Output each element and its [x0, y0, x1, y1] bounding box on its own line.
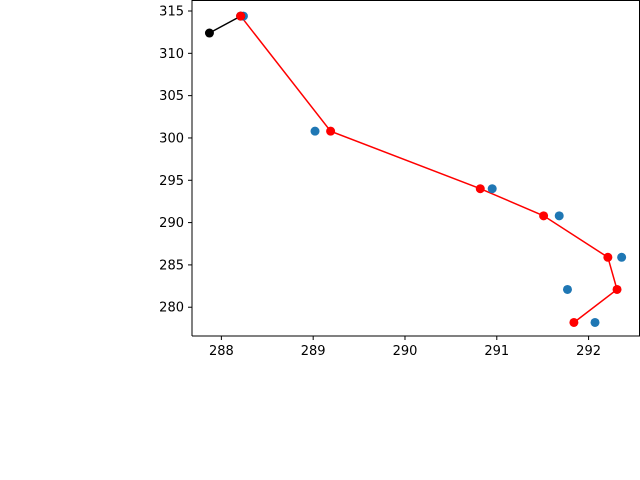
y-tick-label: 290: [159, 216, 184, 231]
series-0-point: [617, 252, 627, 262]
y-tick-label: 280: [159, 301, 184, 316]
series-2-point: [326, 126, 336, 136]
series-0-point: [310, 126, 320, 136]
series-2-point: [612, 284, 622, 294]
series-2-point: [539, 211, 549, 221]
series-0-point: [590, 317, 600, 327]
x-tick-label: 292: [576, 344, 601, 359]
series-0-point: [554, 211, 564, 221]
series-1-point: [204, 28, 214, 38]
y-tick-label: 310: [159, 47, 184, 62]
series-2-point: [603, 252, 613, 262]
axes: 288 289 290 291 292 280 285 290 295 300 305 310 315: [159, 0, 640, 359]
y-tick-label: 295: [159, 174, 184, 189]
series-0-point: [562, 284, 572, 294]
y-tick-label: 285: [159, 258, 184, 273]
y-tick-label: 315: [159, 5, 184, 20]
series-1-line: [209, 15, 242, 34]
series-group: [204, 11, 627, 327]
series-2-point: [475, 184, 485, 194]
x-tick-label: 288: [209, 344, 234, 359]
plot-area: [204, 11, 627, 327]
series-2-line: [240, 15, 618, 324]
x-tick-label: 289: [301, 344, 326, 359]
x-tick-label: 291: [484, 344, 509, 359]
x-tick-label: 290: [393, 344, 418, 359]
y-tick-label: 305: [159, 89, 184, 104]
y-tick-label: 300: [159, 131, 184, 146]
series-2-point: [569, 317, 579, 327]
series-2-point: [236, 11, 246, 21]
series-0-point: [487, 184, 497, 194]
